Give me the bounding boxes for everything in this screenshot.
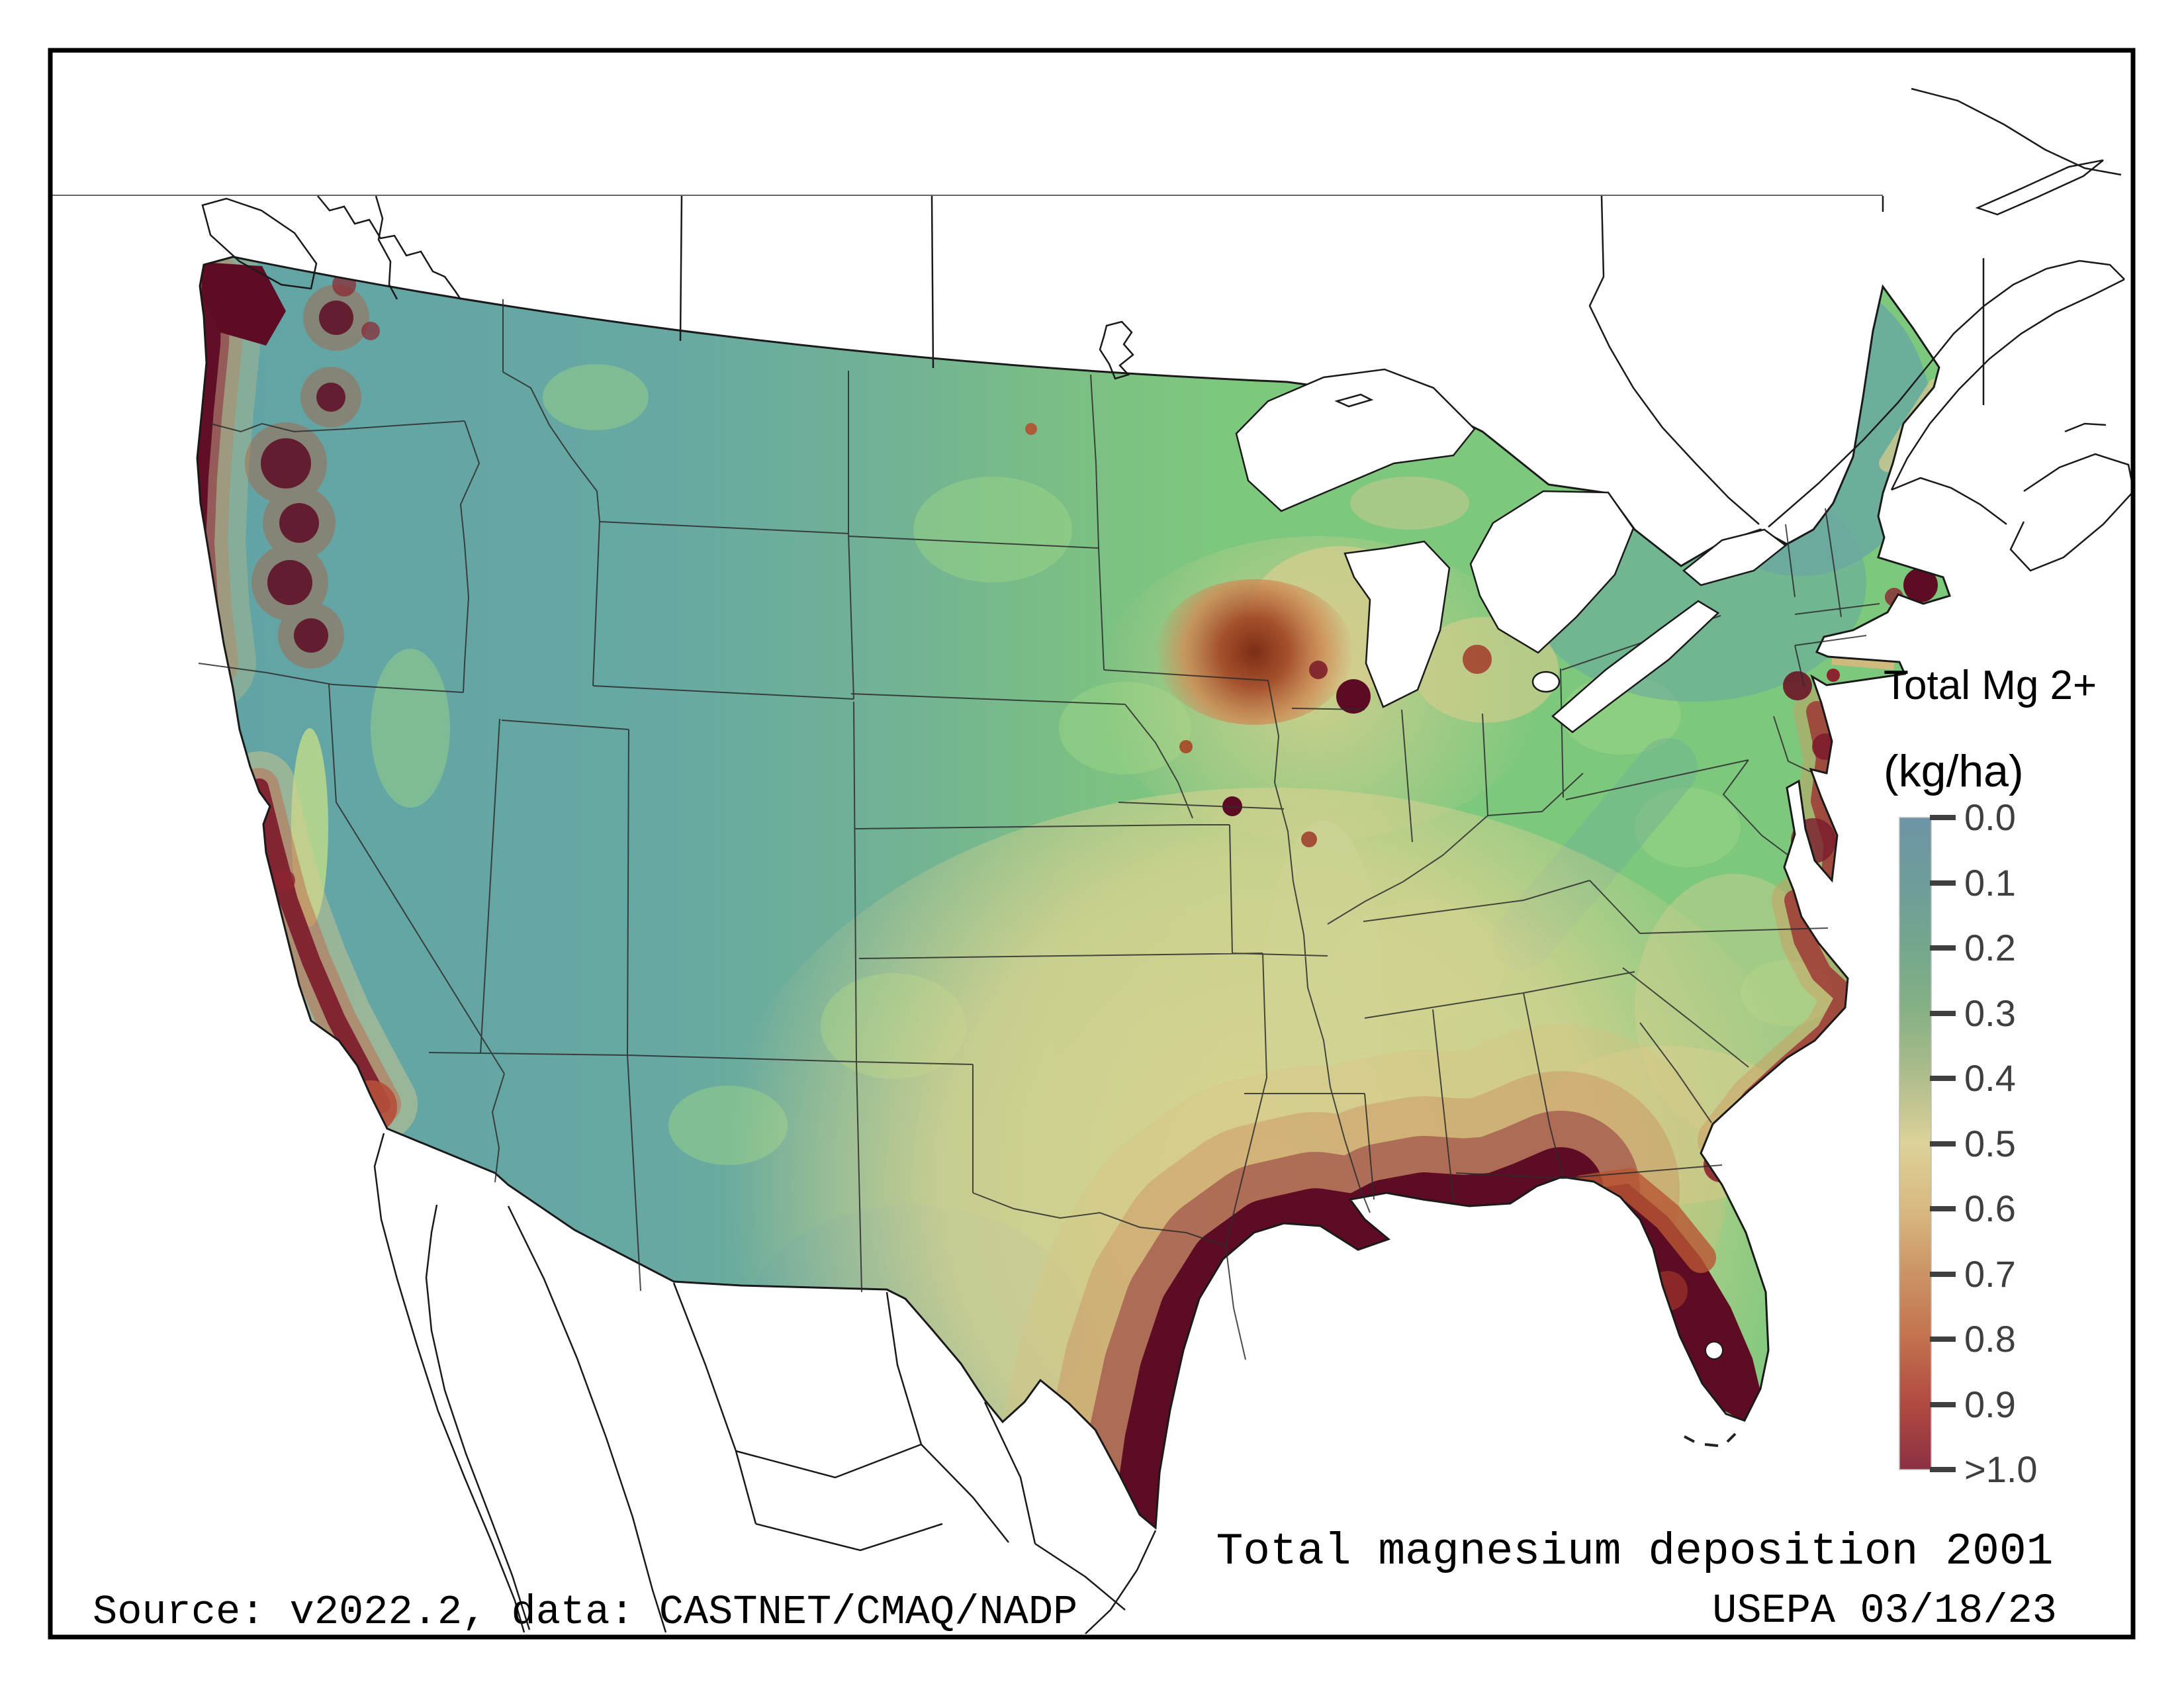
colorbar-tick-label: 0.1 <box>1964 862 2016 904</box>
colorbar-tick-label: 0.8 <box>1964 1318 2016 1360</box>
figure-frame <box>48 48 2136 1640</box>
northeast-teal <box>1668 271 1933 576</box>
mexico-outlines <box>373 1133 1157 1634</box>
colorbar-tick-label: 0.9 <box>1964 1383 2016 1425</box>
colorbar-tick-label: 0.5 <box>1964 1123 2016 1164</box>
colorbar-tick-label: 0.3 <box>1964 992 2016 1034</box>
colorbar-tick-label: >1.0 <box>1964 1448 2038 1490</box>
isle-royale <box>1334 393 1374 408</box>
legend-title: Total Mg 2+ <box>1884 663 2097 708</box>
colorbar-tick-label: 0.6 <box>1964 1188 2016 1229</box>
delaware-bay-spot <box>1783 671 1812 700</box>
us-deposition-raster <box>196 256 1951 1529</box>
mississippi-valley-pale <box>1264 821 1383 1165</box>
omaha-spot <box>1179 740 1193 753</box>
colorbar-tick-label: 0.0 <box>1964 796 2016 838</box>
long-island-strip <box>1831 657 1895 670</box>
california-coast-band <box>223 751 418 1141</box>
canada-outlines <box>201 87 2135 572</box>
chicago-maroon-spot <box>1336 679 1371 714</box>
lake-erie <box>1551 600 1720 733</box>
figure-title: Total magnesium deposition 2001 <box>1216 1526 2053 1577</box>
florida-keys <box>1684 1432 1737 1447</box>
lake-huron <box>1469 490 1635 654</box>
rockford-spot <box>1309 661 1328 679</box>
nodak-spot <box>1025 423 1037 435</box>
colorbar-tick-label: 0.7 <box>1964 1253 2016 1295</box>
legend: Total Mg 2+ (kg/ha) 0.0 0.1 0.2 0.3 0.4 … <box>1884 663 2097 1490</box>
nyc-spot <box>1827 669 1840 682</box>
gulf-coast-band <box>991 1025 1726 1528</box>
lake-st-clair <box>1531 671 1561 693</box>
lake-okeechobee <box>1705 1341 1723 1360</box>
agency-stamp: USEPA 03/18/23 <box>1712 1587 2057 1634</box>
colorbar-tick-label: 0.2 <box>1964 927 2016 968</box>
iowa-hotspot <box>1155 579 1353 725</box>
colorbar-tick-label: 0.4 <box>1964 1057 2016 1099</box>
st-louis-spot <box>1301 831 1317 847</box>
colorbar-ticks <box>1930 815 1956 1472</box>
great-lakes <box>1235 368 1788 1360</box>
lake-ontario <box>1682 528 1788 586</box>
cape-cod-spot <box>1903 568 1938 602</box>
state-borders <box>198 299 1880 1360</box>
colorbar <box>1899 817 1932 1470</box>
monterey-spot <box>274 870 295 891</box>
legend-unit: (kg/ha) <box>1884 746 2024 796</box>
socal-spot <box>344 1080 397 1133</box>
boston-spot <box>1885 588 1903 606</box>
upper-peninsula-pale <box>1350 477 1469 530</box>
lake-michigan <box>1343 540 1451 708</box>
nj-shore-spot <box>1812 733 1839 760</box>
mid-michigan-spot <box>1463 645 1492 674</box>
lake-superior <box>1235 368 1476 512</box>
source-line: Source: v2022.2, data: CASTNET/CMAQ/NADP <box>93 1589 1077 1636</box>
